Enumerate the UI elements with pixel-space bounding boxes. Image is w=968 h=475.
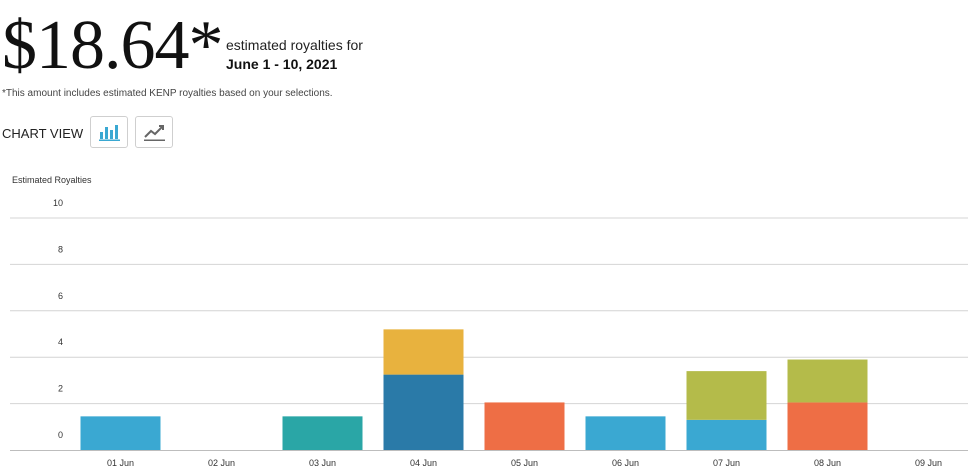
date-range: June 1 - 10, 2021 — [226, 56, 338, 72]
y-tick-label: 10 — [53, 198, 63, 208]
x-tick-label: 06 Jun — [612, 458, 639, 468]
x-tick-label: 05 Jun — [511, 458, 538, 468]
estimated-royalties-label: estimated royalties for — [226, 37, 363, 53]
bar-segment — [585, 416, 666, 450]
royalty-amount: $18.64* — [2, 7, 223, 84]
kenp-note: *This amount includes estimated KENP roy… — [2, 88, 333, 99]
x-tick-label: 07 Jun — [713, 458, 740, 468]
x-tick-label: 03 Jun — [309, 458, 336, 468]
bar-segment — [80, 416, 161, 450]
bar-segment — [383, 329, 464, 375]
y-tick-label: 2 — [58, 384, 63, 394]
y-tick-label: 8 — [58, 244, 63, 254]
x-tick-label: 04 Jun — [410, 458, 437, 468]
bar-segment — [787, 359, 868, 403]
chart-view-label: CHART VIEW — [2, 126, 84, 141]
line-chart-view-button[interactable] — [135, 116, 173, 148]
x-tick-label: 08 Jun — [814, 458, 841, 468]
bar-segment — [787, 402, 868, 450]
bar-segment — [484, 402, 565, 450]
y-axis-title: Estimated Royalties — [12, 175, 92, 185]
x-tick-label: 09 Jun — [915, 458, 942, 468]
y-tick-label: 6 — [58, 291, 63, 301]
bar-segment — [686, 419, 767, 450]
bar-segment — [383, 374, 464, 450]
line-chart-icon — [144, 125, 165, 141]
y-tick-label: 0 — [58, 430, 63, 440]
x-tick-label: 01 Jun — [107, 458, 134, 468]
x-tick-label: 02 Jun — [208, 458, 235, 468]
bar-chart-icon — [99, 125, 120, 141]
bar-segment — [282, 416, 363, 450]
y-tick-label: 4 — [58, 337, 63, 347]
bar-chart-view-button[interactable] — [90, 116, 128, 148]
bar-segment — [686, 371, 767, 420]
royalties-bar-chart: 0 2 4 6 8 10 01 Jun 02 Jun 03 Jun 04 Jun 05 Jun 06 … — [10, 198, 968, 468]
